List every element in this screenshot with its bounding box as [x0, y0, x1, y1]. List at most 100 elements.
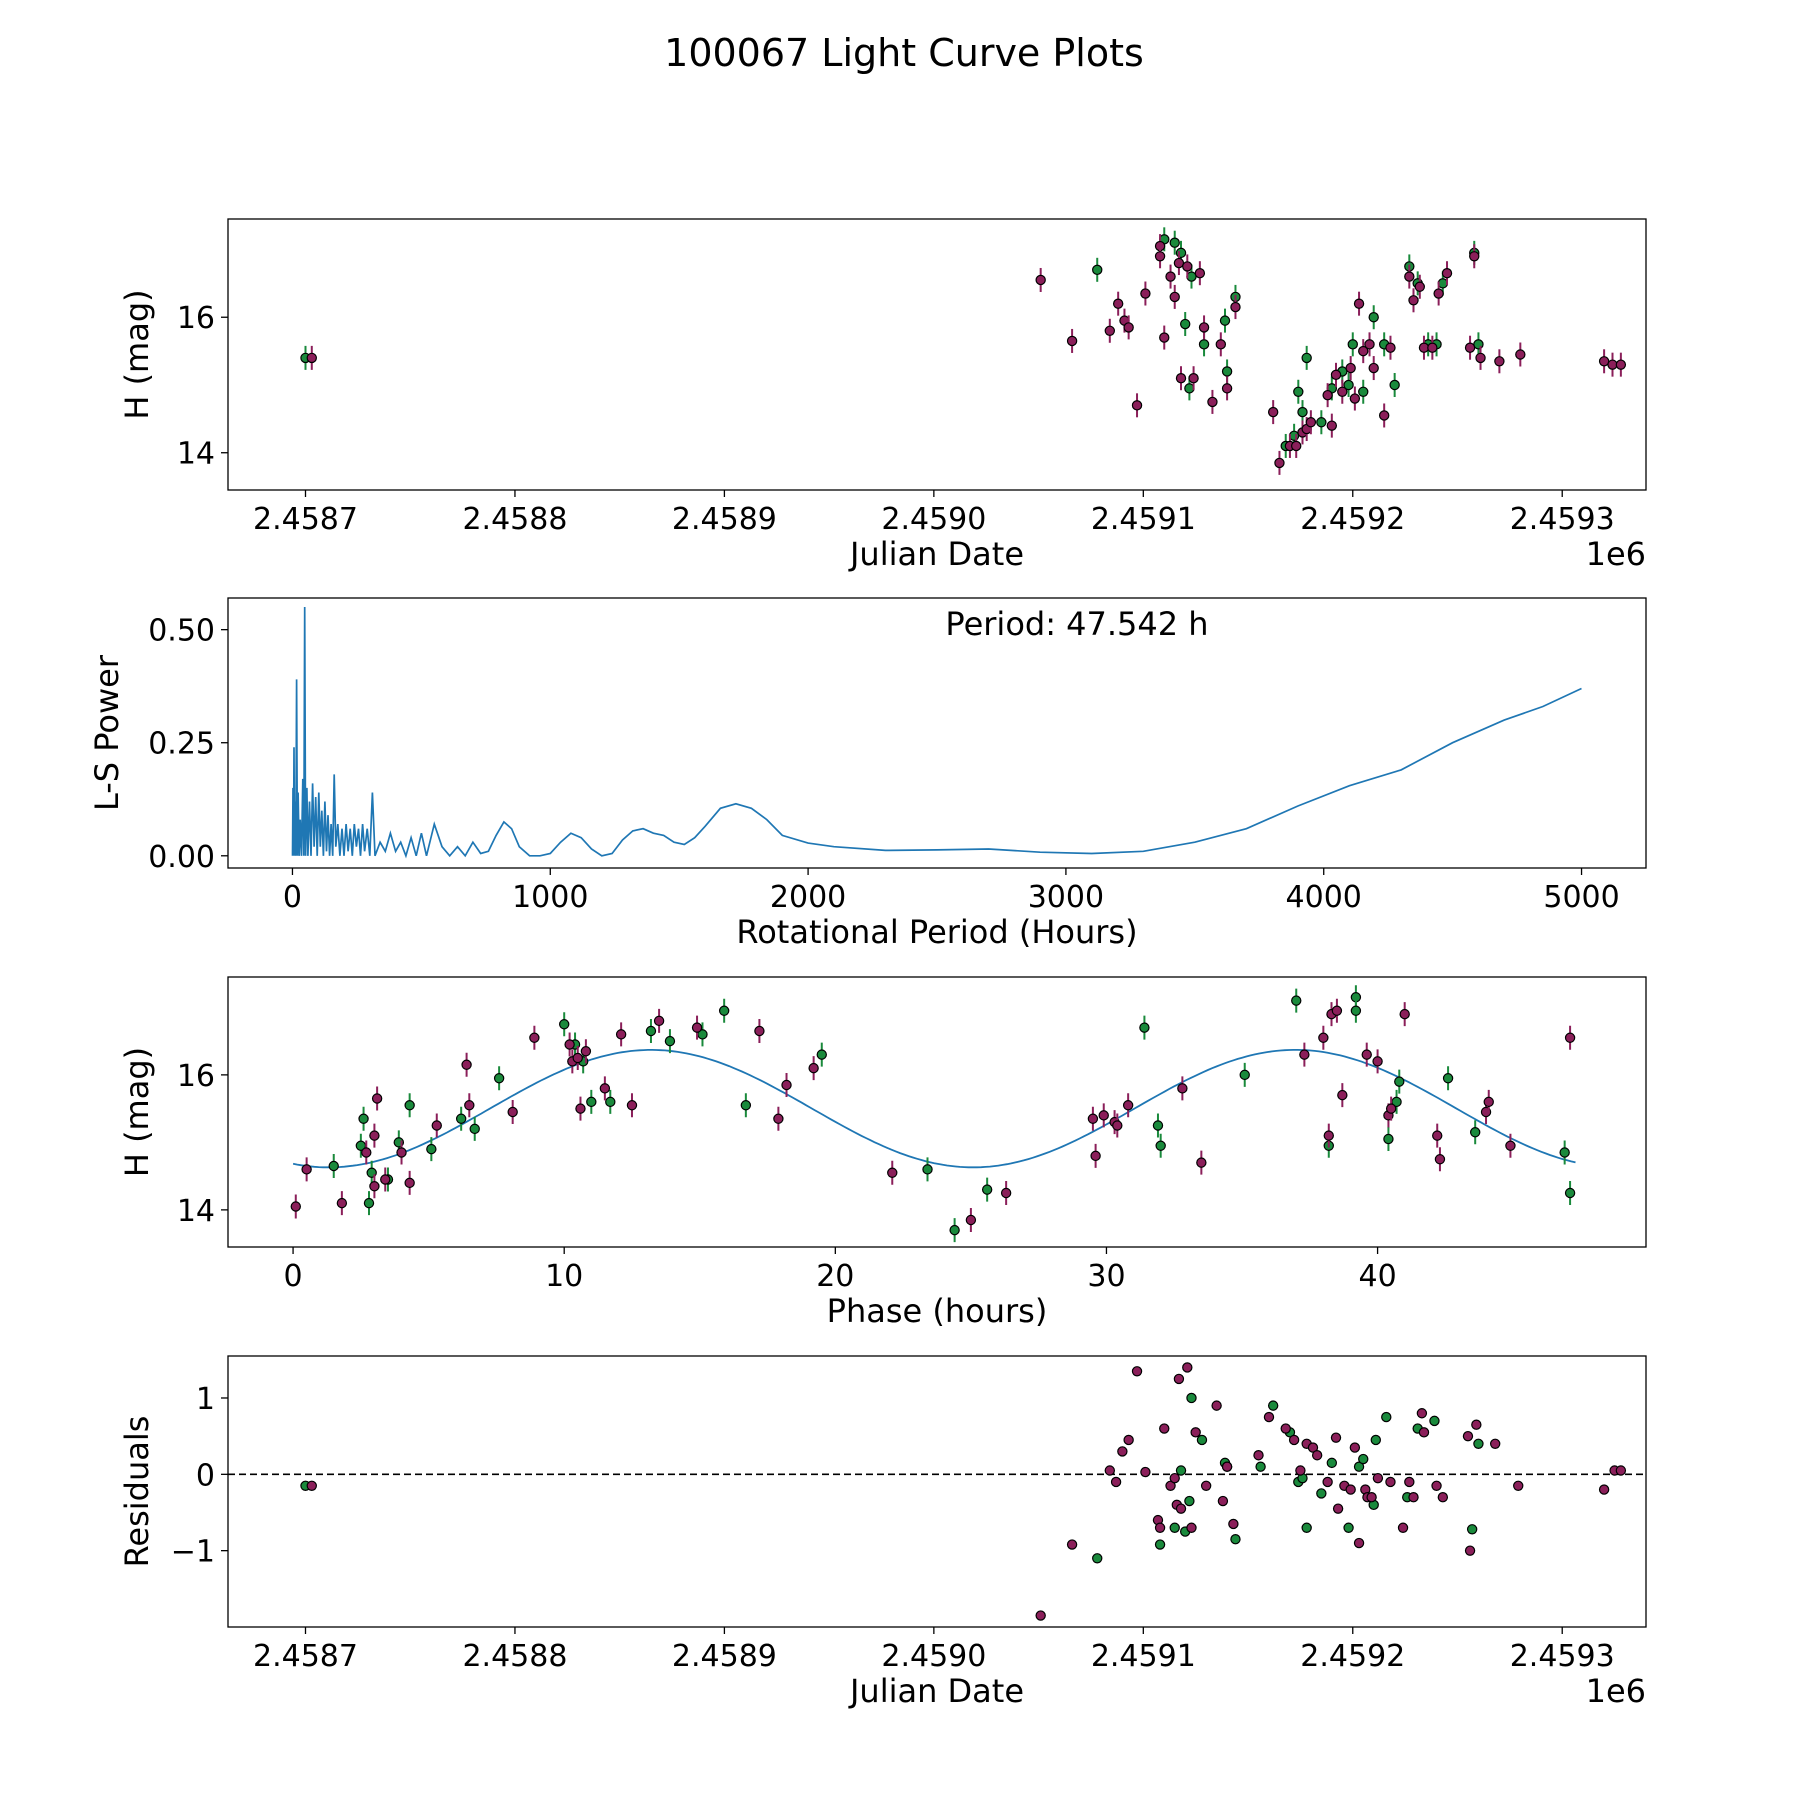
lightcurve-point-purple: [1345, 362, 1356, 374]
lightcurve-point-purple: [1349, 393, 1361, 404]
residuals-point-green: [1175, 1465, 1187, 1476]
residuals-point-purple: [1397, 1522, 1409, 1533]
periodogram-data: [291, 606, 1582, 859]
phased-point-purple: [1372, 1056, 1383, 1067]
residuals-ytick-label: 0: [196, 1458, 215, 1493]
periodogram-xtick-label: 1000: [512, 880, 588, 915]
residuals-point-purple: [1263, 1411, 1275, 1423]
lightcurve-point-green: [1358, 386, 1369, 397]
phased-point-green: [922, 1164, 933, 1175]
residuals-xtick-label: 2.4591: [1091, 1639, 1196, 1674]
phased-xtick-label: 10: [545, 1259, 583, 1294]
residuals-point-purple: [1345, 1484, 1356, 1495]
lightcurve-point-purple: [1427, 342, 1438, 353]
phased-xtick-label: 0: [284, 1259, 303, 1294]
residuals-point-purple: [1110, 1476, 1122, 1488]
residuals-point-purple: [1221, 1461, 1233, 1472]
lightcurve-point-purple: [306, 352, 317, 364]
residuals-point-purple: [1066, 1539, 1078, 1550]
phased-point-purple: [290, 1201, 301, 1212]
residuals-frame: [227, 1355, 1647, 1628]
phased-fit-curve: [292, 1049, 1576, 1169]
lightcurve-point-purple: [1123, 322, 1134, 333]
residuals-point-green: [1326, 1457, 1338, 1469]
residuals-point-purple: [1173, 1373, 1185, 1385]
residuals-point-purple: [1035, 1610, 1046, 1621]
residuals-point-purple: [1489, 1438, 1501, 1449]
lightcurve-point-purple: [1194, 268, 1206, 279]
lightcurve-point-green: [1219, 315, 1231, 326]
phased-point-green: [605, 1096, 616, 1108]
phased-point-purple: [336, 1197, 348, 1209]
lightcurve-point-purple: [1188, 373, 1199, 384]
residuals-point-purple: [1295, 1465, 1306, 1476]
lightcurve-point-green: [1347, 339, 1358, 350]
lightcurve-xtick-label: 2.4593: [1510, 502, 1615, 537]
lightcurve-point-purple: [1414, 281, 1425, 292]
residuals-point-purple: [1217, 1495, 1229, 1507]
lightcurve-point-green: [1293, 386, 1304, 397]
phased-point-purple: [461, 1059, 472, 1070]
lightcurve-xtick-label: 2.4592: [1300, 502, 1405, 537]
phased-point-green: [328, 1160, 339, 1172]
lightcurve-offset-label: 1e6: [1586, 535, 1646, 573]
periodogram-xtick-label: 5000: [1543, 880, 1619, 915]
phased-point-green: [586, 1096, 597, 1108]
periodogram-ytick-label: 0.25: [148, 727, 215, 762]
residuals-point-green: [1343, 1522, 1354, 1533]
lightcurve-point-purple: [1207, 396, 1218, 408]
lightcurve-point-purple: [1215, 339, 1227, 350]
phased-point-purple: [369, 1130, 380, 1141]
phased-point-purple: [301, 1164, 312, 1175]
residuals-xtick-label: 2.4587: [253, 1639, 358, 1674]
lightcurve-point-purple: [1494, 356, 1505, 367]
periodogram-xtick-label: 0: [283, 880, 302, 915]
phased-point-purple: [626, 1100, 638, 1111]
phased-point-green: [1559, 1147, 1570, 1158]
residuals-xlabel: Julian Date: [848, 1672, 1024, 1710]
phased-point-purple: [808, 1062, 819, 1074]
residuals-point-purple: [1288, 1434, 1300, 1446]
phased-point-purple: [396, 1147, 407, 1158]
lightcurve-frame: [227, 218, 1647, 491]
lightcurve-xtick-label: 2.4587: [253, 502, 358, 537]
periodogram-xlabel: Rotational Period (Hours): [736, 913, 1137, 951]
phased-point-green: [645, 1025, 657, 1037]
phased-point-purple: [1177, 1083, 1188, 1094]
lightcurve-point-green: [1301, 352, 1312, 364]
phased-point-purple: [1331, 1005, 1343, 1016]
phased-point-green: [469, 1123, 480, 1135]
phased-point-green: [426, 1143, 437, 1155]
residuals-point-purple: [1431, 1480, 1442, 1491]
phased-point-green: [740, 1100, 752, 1111]
phased-point-purple: [464, 1100, 475, 1111]
lightcurve-point-purple: [1131, 400, 1143, 411]
residuals-point-purple: [1385, 1476, 1396, 1488]
phased-point-purple: [1098, 1110, 1109, 1121]
lightcurve-point-purple: [1140, 288, 1151, 299]
phased-point-purple: [653, 1015, 665, 1027]
periodogram-ytick-label: 0.00: [148, 840, 215, 875]
lightcurve-point-purple: [1066, 335, 1078, 347]
lightcurve-point-green: [1169, 237, 1180, 248]
phased-point-green: [1350, 1005, 1362, 1016]
phased-point-purple: [1337, 1089, 1348, 1101]
lightcurve-point-purple: [1274, 457, 1285, 469]
lightcurve-point-purple: [1322, 389, 1333, 401]
lightcurve-point-green: [1368, 312, 1379, 323]
periodogram-ytick-label: 0.50: [148, 614, 215, 649]
phased-ytick-label: 16: [177, 1059, 215, 1094]
residuals-point-purple: [1131, 1366, 1143, 1377]
phased-point-purple: [1318, 1032, 1329, 1043]
residuals-point-green: [1316, 1488, 1327, 1499]
residuals-point-purple: [1372, 1472, 1384, 1484]
residuals-point-purple: [306, 1480, 317, 1491]
residuals-point-purple: [1253, 1450, 1264, 1461]
phased-point-green: [1155, 1140, 1166, 1151]
residuals-panel: 2.4587 2.4588 2.4589 2.4590 2.4591 2.4592 2.45…: [118, 1355, 1647, 1710]
residuals-point-purple: [1182, 1362, 1193, 1373]
periodogram-panel: 0 1000 2000 3000 4000 5000 0.00 0.25 0.50 Rotatio…: [88, 597, 1647, 951]
phased-point-green: [404, 1100, 415, 1111]
residuals-point-purple: [1211, 1400, 1222, 1411]
periodogram-xtick-label: 3000: [1028, 880, 1104, 915]
